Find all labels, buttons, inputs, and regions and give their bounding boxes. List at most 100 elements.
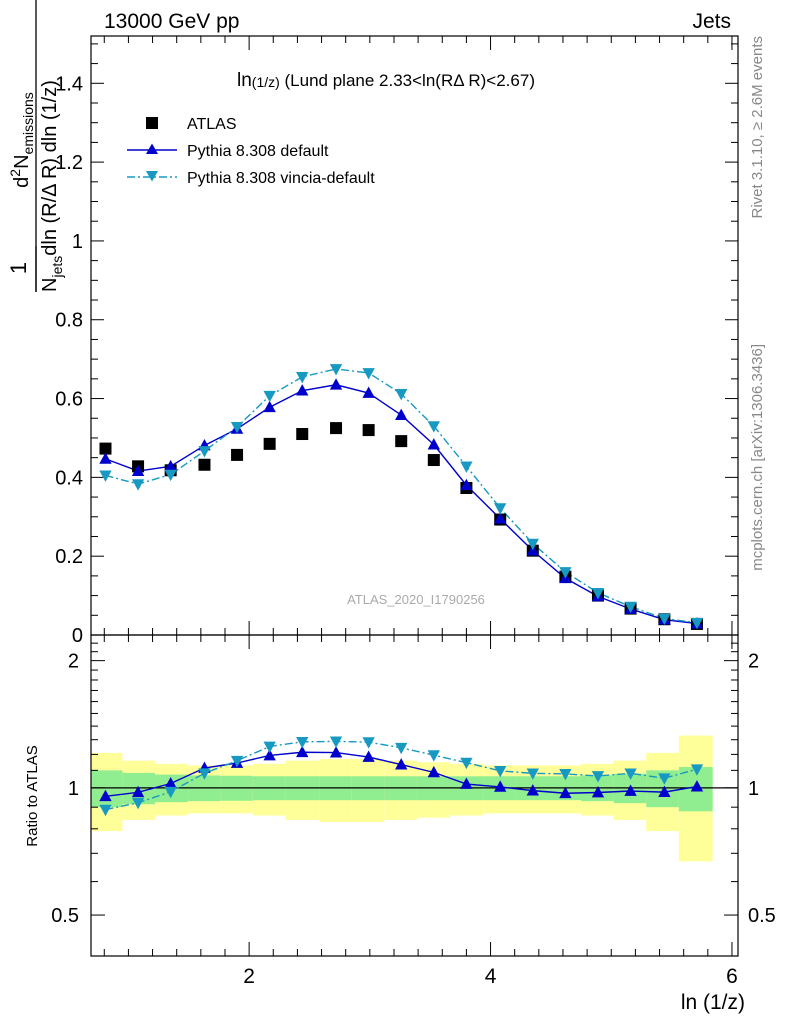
- legend-marker-atlas: [146, 117, 158, 129]
- x-tick-label: 6: [726, 965, 738, 988]
- series-default-line: [105, 384, 698, 625]
- atlas-point: [99, 442, 112, 455]
- ratio-vincia-point: [526, 768, 539, 780]
- ratio-default-points: [99, 745, 704, 802]
- ratio-default-point: [460, 777, 473, 789]
- ratio-vincia-point: [658, 773, 671, 785]
- main-y-tick-label: 0: [72, 625, 83, 647]
- ratio-vincia-point: [99, 804, 112, 817]
- default-point: [329, 378, 343, 390]
- ylabel-jets: jets: [49, 256, 65, 279]
- atlas-point: [330, 422, 343, 435]
- ratio-default-point: [362, 750, 375, 762]
- ratio-vincia-point: [263, 741, 276, 753]
- main-y-tick-label: 1.4: [55, 73, 83, 95]
- main-y-tick-label: 0.4: [55, 467, 83, 489]
- legend-label-default: Pythia 8.308 default: [187, 143, 329, 160]
- ylabel-denominator: Njetsdln (R/Δ R) dln (1/z): [39, 80, 65, 292]
- default-point: [131, 464, 145, 476]
- default-point: [99, 452, 112, 464]
- default-point: [395, 408, 408, 420]
- ratio-vincia-point: [690, 764, 704, 776]
- vincia-point: [263, 390, 276, 403]
- ratio-vincia-point: [395, 742, 408, 755]
- ylabel-numerator: d2Nemissions: [7, 92, 36, 188]
- vincia-point: [329, 364, 343, 376]
- vincia-point: [296, 372, 309, 384]
- ratio-frame: [90, 634, 739, 957]
- ratio-default-point: [329, 746, 343, 758]
- ratio-vincia-point: [198, 768, 211, 780]
- ratio-y-tick-label-right: 1: [748, 778, 759, 800]
- atlas-point: [263, 437, 276, 450]
- vincia-point: [427, 421, 440, 433]
- ratio-ylabel: Ratio to ATLAS: [24, 745, 41, 846]
- vincia-point: [690, 617, 704, 630]
- header-process-label: 13000 GeV pp: [104, 10, 239, 33]
- vincia-point: [494, 503, 507, 515]
- atlas-point: [427, 454, 440, 467]
- header-jets-label: Jets: [692, 10, 731, 33]
- ratio-vincia-point: [559, 769, 572, 781]
- ratio-vincia-point: [591, 771, 605, 783]
- main-y-tick-label: 1.2: [55, 152, 83, 174]
- legend-marker-default: [146, 143, 158, 154]
- ratio-vincia-point: [296, 736, 309, 749]
- x-tick-label: 2: [243, 965, 255, 988]
- main-title: ln(1/z) (Lund plane 2.33<ln(RΔ R)<2.67): [237, 70, 535, 91]
- legend-marker-vincia: [146, 171, 158, 182]
- ratio-default-point: [494, 780, 507, 792]
- vincia-point: [559, 567, 572, 579]
- ylabel-emissions: emissions: [20, 92, 36, 154]
- main-y-tick-label: 0.2: [55, 546, 83, 568]
- atlas-point: [362, 424, 375, 437]
- ylabel-N2: N: [11, 154, 33, 168]
- ratio-default-point: [690, 780, 704, 792]
- series-default-points: [99, 378, 704, 629]
- x-tick-label: 4: [485, 965, 497, 988]
- ylabel-one: 1: [6, 262, 31, 274]
- vincia-point: [395, 388, 408, 401]
- ratio-y-tick-label-left: 2: [68, 651, 79, 673]
- main-y-tick-label: 0.6: [55, 389, 83, 411]
- watermark: ATLAS_2020_I1790256: [347, 592, 485, 607]
- ratio-vincia-point: [362, 737, 375, 749]
- ylabel-N: N: [39, 278, 61, 292]
- ratio-default-point: [526, 784, 539, 796]
- main-title-rest: (Lund plane 2.33<ln(RΔ R)<2.67): [280, 71, 535, 90]
- ratio-vincia-point: [329, 736, 343, 748]
- vincia-point: [198, 446, 211, 458]
- legend: ATLAS Pythia 8.308 default Pythia 8.308 …: [127, 116, 375, 187]
- ratio-vincia-point: [624, 768, 637, 780]
- vincia-point: [526, 538, 539, 551]
- ratio-default-point: [395, 758, 408, 770]
- atlas-point: [395, 435, 408, 448]
- ratio-default-point: [164, 776, 177, 789]
- x-ticks: [103, 36, 733, 956]
- vincia-point: [99, 470, 112, 482]
- band-inner-bin: [91, 770, 123, 808]
- ratio-default-point: [263, 748, 276, 761]
- ratio-vincia-point: [427, 750, 440, 762]
- default-point: [296, 384, 309, 396]
- ratio-vincia-point: [230, 755, 244, 768]
- ratio-default-point: [591, 785, 605, 798]
- x-axis-label: ln (1/z): [681, 991, 745, 1014]
- default-point: [263, 400, 276, 413]
- main-title-arg: (1/z): [252, 74, 280, 90]
- ylabel-sq: 2: [7, 169, 23, 177]
- default-point: [164, 459, 177, 472]
- legend-label-vincia: Pythia 8.308 vincia-default: [187, 170, 375, 187]
- vincia-point: [230, 422, 244, 434]
- atlas-point: [231, 448, 244, 461]
- ratio-default-point: [296, 745, 309, 758]
- default-point: [362, 386, 375, 398]
- vincia-point: [591, 587, 605, 600]
- default-point: [427, 438, 440, 450]
- ratio-default-point: [559, 786, 572, 799]
- rivet-label: Rivet 3.1.10, ≥ 2.6M events: [749, 36, 766, 219]
- vincia-point: [131, 479, 145, 491]
- ratio-vincia-point: [131, 797, 145, 810]
- ratio-y-tick-label-left: 0.5: [51, 905, 79, 927]
